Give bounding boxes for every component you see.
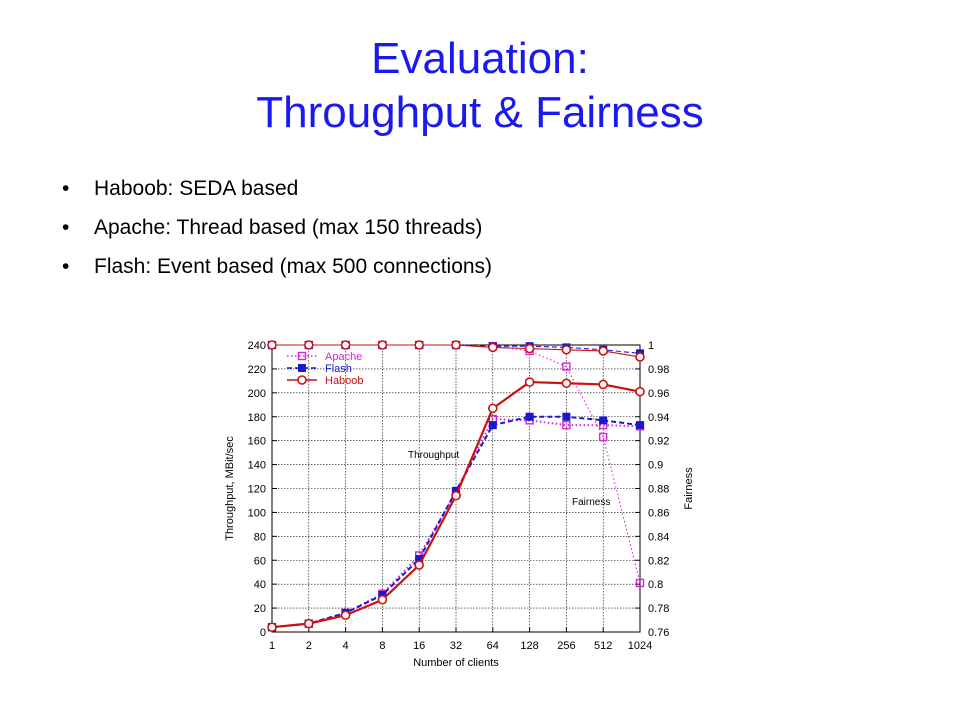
y2-tick-label: 0.82 [648, 555, 669, 567]
data-point-apache-throughput [562, 420, 571, 430]
data-point-flash-throughput [525, 412, 534, 421]
bullet-text: Apache: Thread based (max 150 threads) [94, 216, 483, 239]
slide-title-line-2: Throughput & Fairness [256, 88, 704, 137]
throughput-annotation: Throughput [408, 450, 459, 461]
data-point-apache-fairness [599, 432, 608, 442]
legend-label-apache: Apache [325, 351, 362, 363]
bullet-item: • Apache: Thread based (max 150 threads) [62, 211, 492, 250]
data-point-haboob-fairness [303, 340, 314, 350]
slide-title-line-1: Evaluation: [371, 34, 589, 83]
x-tick-label: 512 [594, 640, 612, 652]
y-tick-label: 40 [254, 579, 266, 591]
data-point-haboob-fairness [635, 352, 645, 362]
y2-tick-label: 0.84 [648, 531, 669, 543]
legend-marker-haboob [297, 375, 307, 385]
y2-tick-label: 0.86 [648, 507, 669, 519]
bullet-text: Flash: Event based (max 500 connections) [94, 255, 493, 278]
bullet-text: Haboob: SEDA based [94, 177, 299, 200]
y2-tick-label: 0.94 [648, 412, 669, 424]
y2-tick-label: 0.78 [648, 603, 669, 615]
y-tick-label: 140 [248, 460, 266, 472]
y2-axis-title: Fairness [683, 467, 695, 510]
data-point-flash-throughput [599, 416, 608, 425]
x-tick-label: 256 [557, 640, 575, 652]
y2-tick-label: 0.8 [648, 579, 663, 591]
y2-tick-label: 0.96 [648, 388, 669, 400]
x-tick-label: 32 [450, 640, 462, 652]
data-point-haboob-fairness [598, 346, 609, 356]
legend-label-flash: Flash [325, 363, 352, 375]
data-point-haboob-throughput [377, 594, 388, 605]
y-axis-title: Throughput, MBit/sec [224, 436, 236, 541]
data-point-haboob-throughput [561, 378, 572, 389]
data-point-haboob-throughput [598, 379, 609, 390]
data-point-haboob-throughput [267, 622, 277, 633]
data-point-haboob-throughput [340, 610, 351, 621]
x-tick-label: 16 [413, 640, 425, 652]
data-point-apache-fairness [562, 362, 571, 371]
data-point-apache-fairness [635, 578, 645, 588]
bullet-dot: • [62, 177, 70, 200]
legend-marker-flash [298, 364, 306, 372]
slide-title: Evaluation: Throughput & Fairness [0, 32, 960, 140]
bullet-dot: • [62, 216, 70, 239]
x-tick-label: 8 [379, 640, 385, 652]
data-point-haboob-throughput [635, 386, 645, 397]
x-tick-label: 1024 [628, 640, 652, 652]
fairness-annotation: Fairness [572, 497, 610, 508]
y2-tick-label: 0.98 [648, 364, 669, 376]
y2-tick-label: 0.9 [648, 460, 663, 472]
data-point-haboob-throughput [414, 560, 425, 570]
y-tick-label: 100 [248, 507, 266, 519]
y-tick-label: 160 [248, 436, 266, 448]
y-tick-label: 120 [248, 484, 266, 496]
bullet-dot: • [62, 255, 70, 278]
y-tick-label: 0 [260, 627, 266, 639]
x-tick-label: 2 [306, 640, 312, 652]
y2-tick-label: 0.76 [648, 627, 669, 639]
data-point-haboob-fairness [451, 340, 461, 350]
data-point-haboob-throughput [303, 618, 314, 629]
y-tick-label: 20 [254, 603, 266, 615]
y2-tick-label: 0.88 [648, 484, 669, 496]
bullet-item: • Haboob: SEDA based [62, 172, 492, 211]
bullet-list: • Haboob: SEDA based • Apache: Thread base… [62, 172, 492, 289]
y2-tick-label: 1 [648, 340, 654, 352]
x-tick-label: 64 [487, 640, 499, 652]
data-point-haboob-fairness [377, 340, 388, 350]
data-point-haboob-throughput [524, 377, 535, 387]
data-point-flash-throughput [636, 421, 644, 430]
y-tick-label: 60 [254, 555, 266, 567]
y2-tick-label: 0.92 [648, 436, 669, 448]
data-point-flash-throughput [562, 412, 571, 421]
x-tick-label: 1 [269, 640, 275, 652]
x-tick-label: 4 [343, 640, 349, 652]
y-tick-label: 240 [248, 340, 266, 352]
x-tick-label: 128 [520, 640, 538, 652]
legend-label-haboob: Haboob [325, 375, 364, 387]
x-axis-title: Number of clients [413, 657, 499, 669]
data-point-flash-throughput [488, 421, 497, 430]
data-point-haboob-fairness [340, 340, 351, 350]
data-point-haboob-throughput [451, 490, 461, 501]
data-point-haboob-fairness [561, 344, 572, 355]
y-tick-label: 220 [248, 364, 266, 376]
data-point-haboob-fairness [487, 342, 498, 353]
y-tick-label: 200 [248, 388, 266, 400]
y-tick-label: 80 [254, 531, 266, 543]
bullet-item: • Flash: Event based (max 500 connections… [62, 250, 492, 289]
data-point-haboob-throughput [487, 403, 498, 414]
data-point-haboob-fairness [267, 340, 277, 350]
data-point-haboob-fairness [414, 340, 425, 350]
data-point-haboob-fairness [524, 343, 535, 354]
y-tick-label: 180 [248, 412, 266, 424]
legend-marker-apache [297, 351, 307, 361]
